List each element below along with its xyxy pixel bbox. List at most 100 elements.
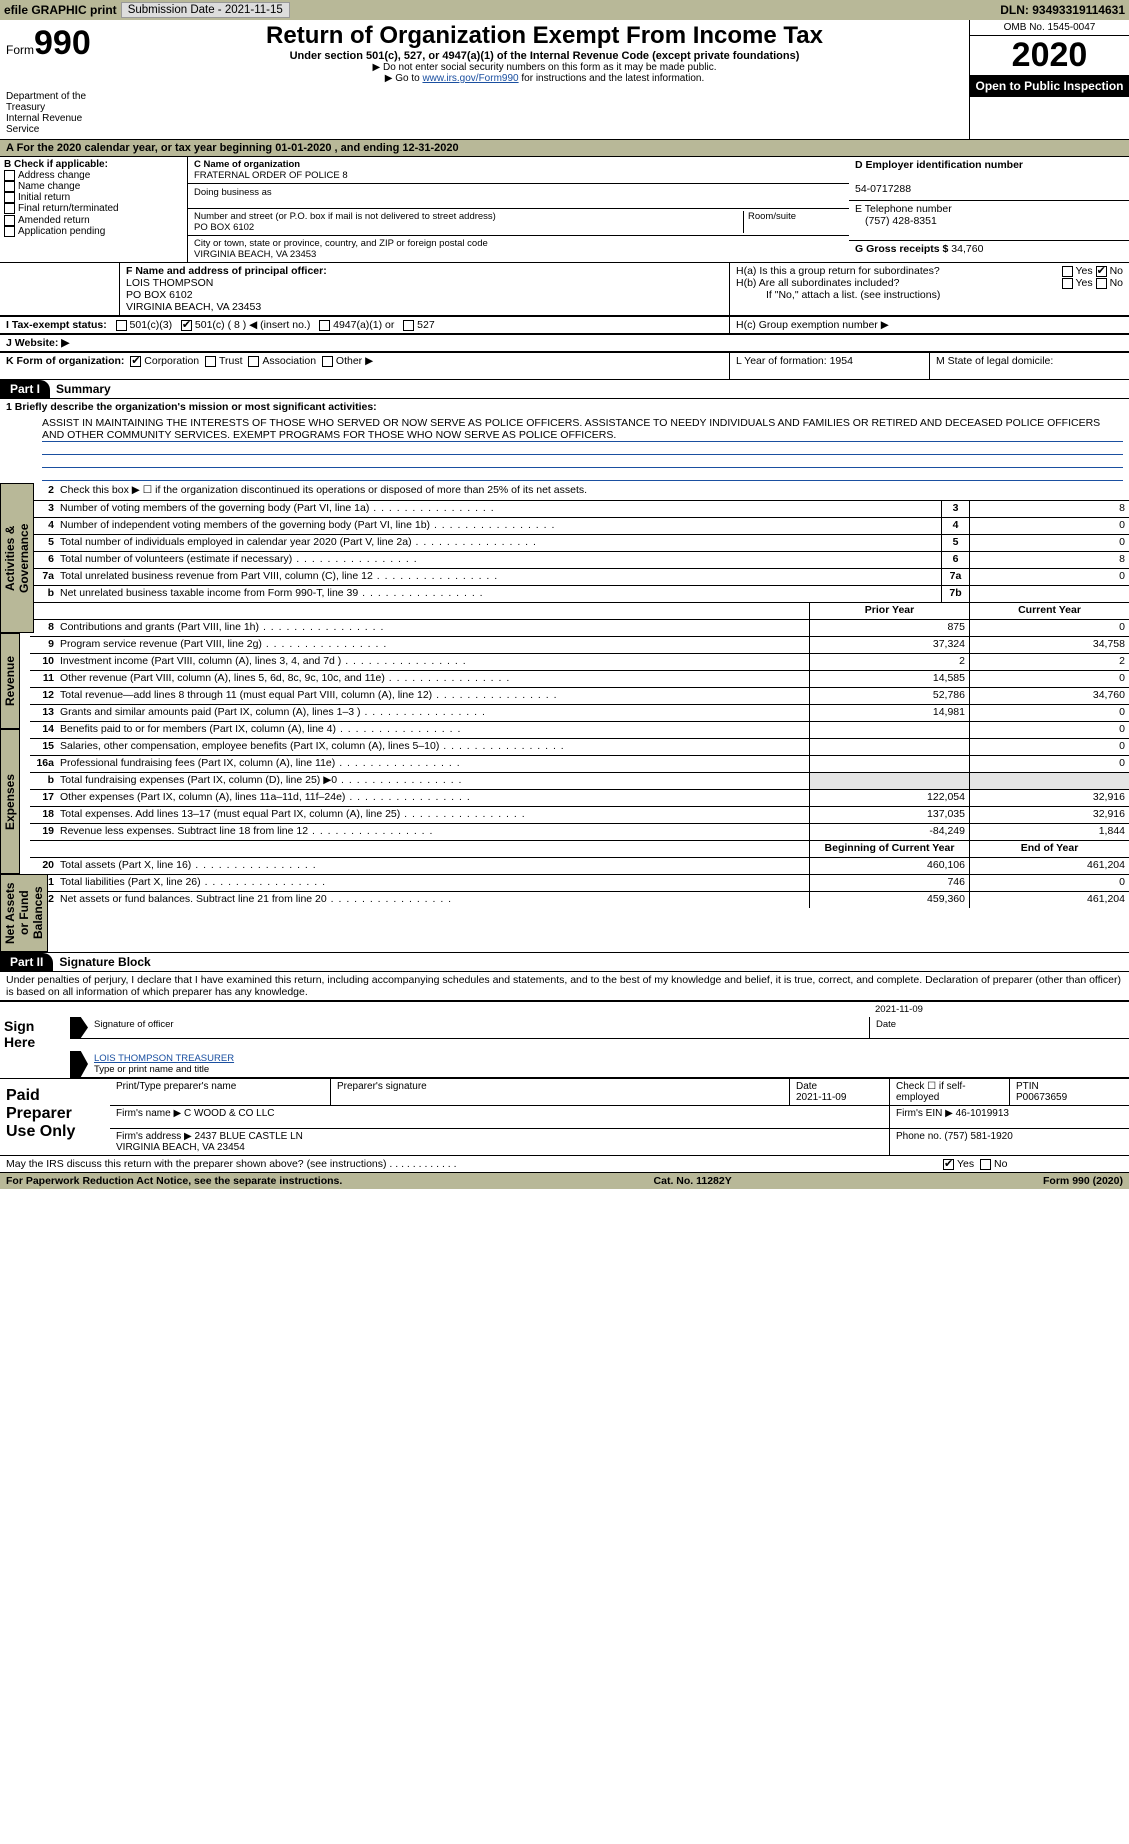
header-left: Form990 Department of the Treasury Inter…: [0, 20, 120, 139]
chk-name-change[interactable]: Name change: [4, 181, 183, 192]
summary-line-21: 21Total liabilities (Part X, line 26)746…: [30, 874, 1129, 891]
gross-receipts-cell: G Gross receipts $ 34,760: [849, 241, 1129, 257]
col-B: B Check if applicable: Address change Na…: [0, 157, 188, 262]
tab-revenue: Revenue: [0, 633, 20, 729]
discuss-row: May the IRS discuss this return with the…: [0, 1155, 1129, 1172]
col-C: C Name of organization FRATERNAL ORDER O…: [188, 157, 849, 262]
chk-final-return[interactable]: Final return/terminated: [4, 203, 183, 214]
summary-line-13: 13Grants and similar amounts paid (Part …: [30, 704, 1129, 721]
arrow-icon: [70, 1017, 88, 1038]
note-goto: ▶ Go to www.irs.gov/Form990 for instruct…: [124, 73, 965, 84]
H-block: H(a) Is this a group return for subordin…: [729, 263, 1129, 315]
summary-line-b: bTotal fundraising expenses (Part IX, co…: [30, 772, 1129, 789]
chk-initial-return[interactable]: Initial return: [4, 192, 183, 203]
tab-activities: Activities & Governance: [0, 483, 34, 633]
form990-link[interactable]: www.irs.gov/Form990: [422, 73, 518, 84]
summary-line-11: 11Other revenue (Part VIII, column (A), …: [30, 670, 1129, 687]
tab-netassets: Net Assets or Fund Balances: [0, 874, 48, 952]
H-note: If "No," attach a list. (see instruction…: [736, 289, 1123, 301]
row-I: I Tax-exempt status: 501(c)(3) 501(c) ( …: [0, 316, 1129, 334]
arrow-icon: [70, 1051, 88, 1077]
submission-date-button[interactable]: Submission Date - 2021-11-15: [121, 2, 290, 18]
ein: 54-0717288: [855, 183, 911, 195]
sign-date: 2021-11-09: [869, 1002, 1129, 1017]
chk-application-pending[interactable]: Application pending: [4, 226, 183, 237]
firm-ein: 46-1019913: [956, 1108, 1009, 1119]
tax-year: 2020: [970, 36, 1129, 75]
gross-receipts: 34,760: [951, 243, 983, 255]
note-ssn: ▶ Do not enter social security numbers o…: [124, 62, 965, 73]
chk-amended-return[interactable]: Amended return: [4, 215, 183, 226]
header-mid: Return of Organization Exempt From Incom…: [120, 20, 969, 139]
Ha-yesno: Yes No: [1003, 265, 1123, 277]
summary-line-22: 22Net assets or fund balances. Subtract …: [30, 891, 1129, 908]
block-FH: F Name and address of principal officer:…: [0, 263, 1129, 316]
block-BCDEG: B Check if applicable: Address change Na…: [0, 157, 1129, 263]
summary-line-4: 4Number of independent voting members of…: [30, 517, 1129, 534]
dln-label: DLN: 93493319114631: [1000, 3, 1125, 17]
summary-grid: Activities & Governance Revenue Expenses…: [0, 483, 1129, 952]
telephone: (757) 428-8351: [855, 215, 937, 227]
summary-line-12: 12Total revenue—add lines 8 through 11 (…: [30, 687, 1129, 704]
B-header: B Check if applicable:: [4, 159, 183, 170]
phone-cell: E Telephone number (757) 428-8351: [849, 201, 1129, 241]
summary-line-10: 10Investment income (Part VIII, column (…: [30, 653, 1129, 670]
chk-address-change[interactable]: Address change: [4, 170, 183, 181]
city: VIRGINIA BEACH, VA 23453: [194, 249, 316, 260]
firm-name: C WOOD & CO LLC: [184, 1108, 275, 1119]
tax-exempt-status: I Tax-exempt status: 501(c)(3) 501(c) ( …: [0, 317, 729, 333]
open-to-public: Open to Public Inspection: [970, 75, 1129, 97]
eoy-hdr: End of Year: [969, 841, 1129, 857]
ptin: P00673659: [1016, 1092, 1067, 1103]
self-employed-chk[interactable]: Check ☐ if self-employed: [889, 1079, 1009, 1105]
part-I-num: Part I: [0, 380, 50, 398]
mission-label: 1 Briefly describe the organization's mi…: [0, 399, 1129, 415]
header-right: OMB No. 1545-0047 2020 Open to Public In…: [969, 20, 1129, 139]
summary-line-14: 14Benefits paid to or for members (Part …: [30, 721, 1129, 738]
footer-mid: Cat. No. 11282Y: [342, 1175, 1043, 1187]
footer-left: For Paperwork Reduction Act Notice, see …: [6, 1175, 342, 1187]
summary-line-15: 15Salaries, other compensation, employee…: [30, 738, 1129, 755]
summary-line-3: 3Number of voting members of the governi…: [30, 500, 1129, 517]
preparer-row-2: Firm's name ▶ C WOOD & CO LLC Firm's EIN…: [110, 1106, 1129, 1129]
col-DEG: D Employer identification number 54-0717…: [849, 157, 1129, 262]
summary-line-18: 18Total expenses. Add lines 13–17 (must …: [30, 806, 1129, 823]
omb-number: OMB No. 1545-0047: [970, 20, 1129, 36]
line-A: A For the 2020 calendar year, or tax yea…: [0, 140, 1129, 157]
Ha-label: H(a) Is this a group return for subordin…: [736, 265, 1003, 277]
row-KLM: K Form of organization: Corporation Trus…: [0, 352, 1129, 380]
preparer-row-3: Firm's address ▶ 2437 BLUE CASTLE LN VIR…: [110, 1129, 1129, 1155]
form-title: Return of Organization Exempt From Incom…: [124, 22, 965, 50]
part-I-title: Summary: [50, 382, 111, 396]
officer-name-title[interactable]: LOIS THOMPSON TREASURER: [94, 1053, 234, 1064]
form-of-org: K Form of organization: Corporation Trus…: [0, 353, 729, 379]
declaration-text: Under penalties of perjury, I declare th…: [0, 972, 1129, 1001]
top-toolbar: efile GRAPHIC print Submission Date - 20…: [0, 0, 1129, 20]
part-I-bar: Part I Summary: [0, 380, 1129, 399]
footer-right: Form 990 (2020): [1043, 1175, 1123, 1187]
form-header: Form990 Department of the Treasury Inter…: [0, 20, 1129, 140]
sign-here-block: Sign Here 2021-11-09 Signature of office…: [0, 1001, 1129, 1078]
dept-label: Department of the Treasury Internal Reve…: [6, 91, 114, 135]
paid-preparer-label: Paid Preparer Use Only: [0, 1079, 110, 1155]
prior-year-hdr: Prior Year: [809, 603, 969, 619]
Hb-label: H(b) Are all subordinates included?: [736, 277, 1003, 289]
firm-phone: (757) 581-1920: [944, 1131, 1012, 1142]
Hc-label: H(c) Group exemption number ▶: [729, 317, 1129, 333]
mission-text: ASSIST IN MAINTAINING THE INTERESTS OF T…: [0, 415, 1129, 483]
summary-line-17: 17Other expenses (Part IX, column (A), l…: [30, 789, 1129, 806]
summary-line-2: 2Check this box ▶ ☐ if the organization …: [30, 483, 1129, 500]
form-subtitle: Under section 501(c), 527, or 4947(a)(1)…: [124, 50, 965, 62]
dba-cell: Doing business as: [188, 184, 849, 209]
boy-hdr: Beginning of Current Year: [809, 841, 969, 857]
summary-line-19: 19Revenue less expenses. Subtract line 1…: [30, 823, 1129, 840]
signature-label: Signature of officer: [88, 1017, 869, 1038]
part-II-bar: Part II Signature Block: [0, 952, 1129, 972]
summary-line-7a: 7aTotal unrelated business revenue from …: [30, 568, 1129, 585]
part-II-title: Signature Block: [53, 955, 150, 969]
street: PO BOX 6102: [194, 222, 254, 233]
col-header-row: Prior Year Current Year: [30, 602, 1129, 619]
room-suite: Room/suite: [743, 211, 843, 233]
officer-name: LOIS THOMPSON: [126, 277, 723, 289]
state-domicile: M State of legal domicile:: [929, 353, 1129, 379]
